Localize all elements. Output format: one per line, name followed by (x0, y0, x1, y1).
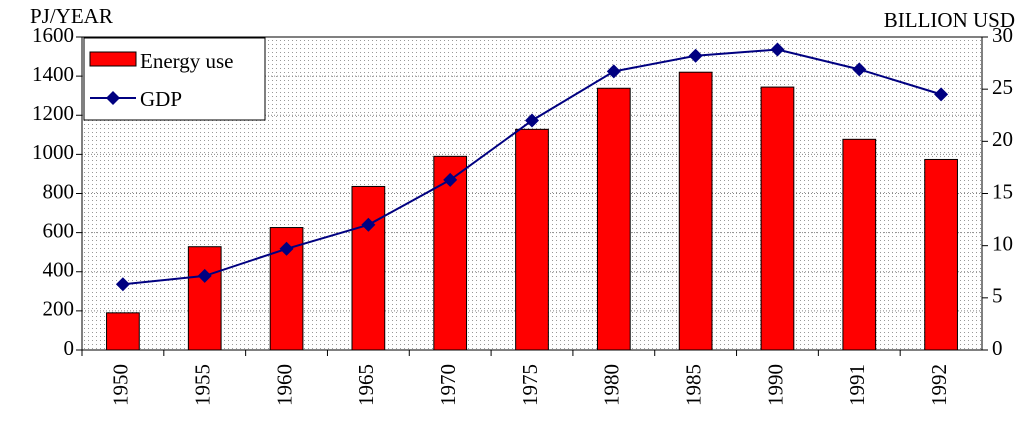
axes: 0 200 400 600 800 1000 1200 1400 1600 0 5 10 15 20 25 3… (32, 23, 1013, 406)
y-tick-label: 0 (64, 336, 75, 360)
y-tick-label: 400 (43, 258, 75, 282)
x-tick-label: 1990 (763, 364, 787, 406)
y-axis-label: PJ/YEAR (30, 4, 113, 28)
bar (596, 87, 631, 351)
marks (82, 36, 982, 351)
legend-marker (106, 91, 120, 105)
x-tick-label: 1991 (845, 364, 869, 406)
y-tick-label: 1000 (32, 140, 74, 164)
y2-tick-label: 10 (992, 231, 1013, 255)
marker (115, 277, 130, 292)
x-tick-label: 1985 (681, 364, 705, 406)
bar (106, 312, 140, 351)
legend-label: Energy use (140, 49, 234, 73)
marker (443, 172, 458, 187)
bar (842, 138, 877, 351)
y2-tick-label: 0 (992, 336, 1003, 360)
y-tick-label: 1400 (32, 62, 74, 86)
x-tick-label: 1950 (109, 364, 133, 406)
bar (515, 128, 549, 351)
y-tick-label: 600 (43, 218, 75, 242)
bar (678, 71, 713, 351)
legend: Energy use GDP (83, 37, 266, 121)
y-tick-label: 1600 (32, 23, 74, 47)
marker (606, 64, 621, 79)
bar (187, 246, 222, 351)
y-tick-label: 200 (43, 297, 75, 321)
marker (688, 48, 703, 63)
marker (279, 241, 294, 256)
bar (433, 155, 468, 351)
x-tick-label: 1970 (436, 364, 460, 406)
y2-tick-label: 5 (992, 284, 1003, 308)
marker (197, 268, 212, 283)
x-tick-label: 1975 (518, 364, 542, 406)
bar (351, 185, 386, 351)
y2-tick-label: 20 (992, 127, 1013, 151)
x-tick-label: 1965 (354, 364, 378, 406)
marker (934, 87, 949, 102)
marker (361, 217, 376, 232)
bar (924, 158, 958, 351)
plot-border (81, 36, 983, 351)
marker (852, 62, 867, 77)
y-tick-label: 1200 (32, 101, 74, 125)
y2-tick-label: 30 (992, 23, 1013, 47)
marker (770, 42, 785, 57)
marker (525, 113, 539, 128)
y2-tick-label: 25 (992, 75, 1013, 99)
x-tick-label: 1980 (600, 364, 624, 406)
y-tick-label: 800 (43, 179, 75, 203)
legend-label: GDP (140, 87, 182, 111)
y2-tick-label: 15 (992, 179, 1013, 203)
y2-axis-label: BILLION USD (884, 8, 1015, 32)
bar (760, 86, 795, 351)
x-tick-label: 1960 (272, 364, 296, 406)
x-tick-label: 1955 (191, 364, 215, 406)
x-tick-label: 1992 (927, 364, 951, 406)
legend-swatch (89, 51, 137, 67)
bar (269, 227, 304, 351)
